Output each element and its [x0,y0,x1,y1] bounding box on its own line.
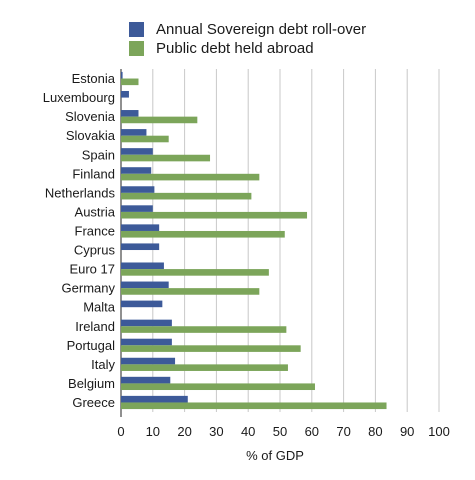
category-label-5: Finland [72,166,115,181]
bar-rollover-3 [121,129,147,136]
bar-abroad-5 [121,173,260,181]
bar-abroad-17 [121,402,387,410]
legend-swatch-1 [129,22,144,37]
category-label-8: France [75,223,115,238]
bar-rollover-11 [121,281,169,289]
legend-label-1: Annual Sovereign debt roll-over [156,21,367,38]
bar-abroad-10 [121,269,269,276]
bar-abroad-13 [121,326,287,333]
bar-abroad-7 [121,211,308,219]
bar-rollover-12 [121,300,163,308]
bar-rollover-10 [121,262,164,270]
bar-rollover-15 [121,357,176,365]
category-label-2: Slovenia [65,109,116,124]
bar-rollover-13 [121,319,172,327]
x-tick-label-30: 30 [209,424,223,439]
x-tick-label-50: 50 [273,424,287,439]
bar-rollover-16 [121,376,171,384]
legend-label-2: Public debt held abroad [156,40,314,57]
bar-abroad-11 [121,288,260,295]
bar-rollover-9 [121,243,160,251]
x-tick-label-20: 20 [177,424,191,439]
bar-abroad-8 [121,230,285,238]
category-label-9: Cyprus [74,243,116,258]
bar-abroad-3 [121,135,169,143]
category-label-17: Greece [72,395,115,410]
bar-rollover-6 [121,186,155,193]
bar-abroad-15 [121,364,288,371]
bar-rollover-0 [121,71,123,79]
category-label-3: Slovakia [66,128,116,143]
bar-rollover-5 [121,167,152,174]
category-label-6: Netherlands [45,185,116,200]
bar-rollover-8 [121,224,160,231]
category-label-4: Spain [82,147,115,162]
x-tick-label-80: 80 [368,424,382,439]
bar-abroad-0 [121,78,139,86]
category-label-12: Malta [83,300,116,315]
category-label-11: Germany [62,281,116,296]
legend-item-1: Annual Sovereign debt roll-over [129,21,366,38]
x-tick-label-40: 40 [241,424,255,439]
x-tick-label-0: 0 [117,424,124,439]
bar-abroad-6 [121,192,252,200]
bar-rollover-7 [121,205,153,212]
bar-abroad-16 [121,383,315,391]
bar-rollover-17 [121,395,188,403]
category-label-1: Luxembourg [43,90,115,105]
bar-rollover-4 [121,148,153,155]
category-label-10: Euro 17 [69,262,115,277]
legend-item-2: Public debt held abroad [129,40,314,57]
category-label-13: Ireland [75,319,115,334]
legend-swatch-2 [129,41,144,56]
category-label-0: Estonia [72,71,116,86]
x-axis-label: % of GDP [246,448,304,463]
category-label-15: Italy [91,357,115,372]
category-label-16: Belgium [68,376,115,391]
x-tick-label-10: 10 [146,424,160,439]
x-tick-label-70: 70 [336,424,350,439]
x-tick-label-90: 90 [400,424,414,439]
x-tick-label-100: 100 [428,424,450,439]
bar-rollover-1 [121,90,129,98]
category-label-7: Austria [75,204,116,219]
bar-abroad-2 [121,116,198,124]
bar-abroad-4 [121,154,211,162]
bar-rollover-14 [121,338,172,346]
bar-abroad-14 [121,345,301,352]
category-label-14: Portugal [67,338,116,353]
x-tick-label-60: 60 [305,424,319,439]
bar-rollover-2 [121,110,139,117]
